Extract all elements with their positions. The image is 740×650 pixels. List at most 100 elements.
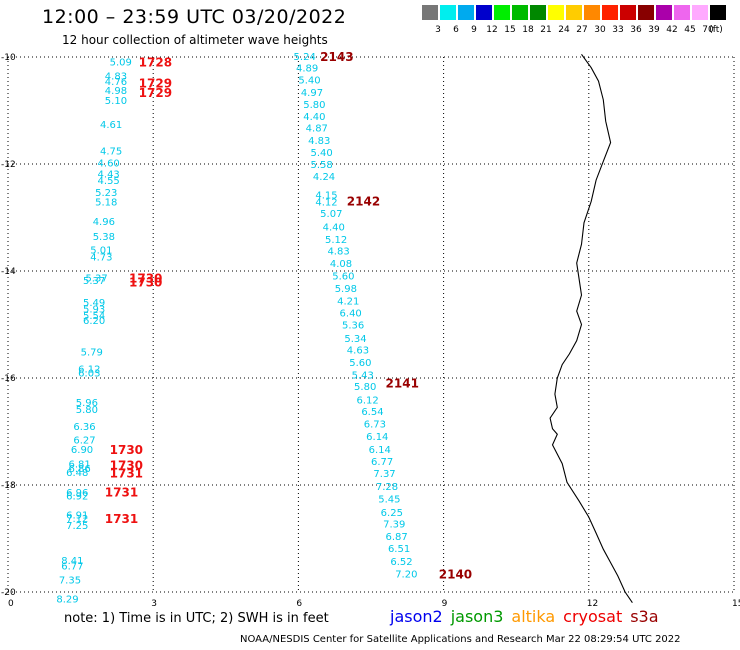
swh-value: 5.80 xyxy=(354,382,376,393)
pass-time-label: 1731 xyxy=(110,467,143,481)
legend-label: 6 xyxy=(453,25,459,35)
swh-value: 4.60 xyxy=(98,158,120,169)
legend-label: 36 xyxy=(630,25,642,35)
swh-value: 4.43 xyxy=(98,170,120,181)
swh-value: 4.75 xyxy=(100,147,122,158)
swh-value: 5.40 xyxy=(311,148,333,159)
swh-value: 5.49 xyxy=(83,298,105,309)
legend-label: 39 xyxy=(648,25,660,35)
pass-time-label: 1728 xyxy=(139,55,172,69)
legend-swatch xyxy=(638,5,654,20)
lat-tick-label: -20 xyxy=(1,588,16,598)
swh-value: 6.12 xyxy=(78,364,100,375)
swh-value: 5.37 xyxy=(83,276,105,287)
swh-value: 6.14 xyxy=(369,445,391,456)
swh-value: 5.40 xyxy=(298,75,320,86)
swh-value: 5.43 xyxy=(352,370,374,381)
swh-value: 4.55 xyxy=(98,176,120,187)
pass-time-label: 2142 xyxy=(347,194,380,208)
pass-time-label: 1729 xyxy=(139,77,172,91)
lon-tick-label: 9 xyxy=(442,599,448,609)
lon-tick-label: 15 xyxy=(732,599,740,609)
swh-value: 5.24 xyxy=(294,52,316,63)
legend-label: 42 xyxy=(666,25,678,35)
swh-value: 6.51 xyxy=(388,544,410,555)
swh-value: 5.58 xyxy=(311,160,333,171)
swh-value: 4.15 xyxy=(315,190,337,201)
swh-value: 6.36 xyxy=(73,422,95,433)
legend-swatch xyxy=(656,5,672,20)
swh-value: 5.37 xyxy=(85,273,107,284)
legend-swatch xyxy=(584,5,600,20)
swh-value: 4.89 xyxy=(296,64,318,75)
swh-value: 6.52 xyxy=(390,557,412,568)
legend-swatch xyxy=(692,5,708,20)
legend-swatch xyxy=(548,5,564,20)
pass-time-label: 2140 xyxy=(439,567,472,581)
pass-time-label: 1730 xyxy=(129,271,162,285)
swh-value: 6.48 xyxy=(66,468,88,479)
swh-value: 6.96 xyxy=(66,488,88,499)
swh-value: 4.83 xyxy=(308,136,330,147)
swh-value: 4.73 xyxy=(90,253,112,264)
swh-value: 5.23 xyxy=(95,188,117,199)
swh-value: 5.96 xyxy=(76,398,98,409)
satellite-s3a: s3a xyxy=(630,607,659,626)
swh-value: 4.98 xyxy=(105,86,127,97)
swh-value: 6.20 xyxy=(83,316,105,327)
swh-value: 7.28 xyxy=(376,482,398,493)
swh-value: 7.37 xyxy=(373,469,395,480)
swh-value: 5.34 xyxy=(344,334,366,345)
swh-value: 6.91 xyxy=(66,510,88,521)
legend-label: 3 xyxy=(435,25,441,35)
swh-value: 5.60 xyxy=(332,271,354,282)
swh-value: 5.45 xyxy=(378,494,400,505)
swh-value: 5.79 xyxy=(81,347,103,358)
pass-time-label: 1731 xyxy=(105,512,138,526)
legend-label: 21 xyxy=(540,25,552,35)
swh-value: 6.90 xyxy=(71,445,93,456)
lat-tick-label: -14 xyxy=(1,267,16,277)
legend-swatch xyxy=(458,5,474,20)
swh-value: 4.12 xyxy=(315,197,337,208)
lon-tick-label: 12 xyxy=(587,599,598,609)
satellite-jason3: jason3 xyxy=(450,607,504,626)
swh-value: 6.12 xyxy=(356,395,378,406)
legend-swatch xyxy=(710,5,726,20)
swh-value: 4.24 xyxy=(313,172,335,183)
swh-value: 6.86 xyxy=(69,464,91,475)
swh-value: 5.09 xyxy=(110,57,132,68)
satellite-altika: altika xyxy=(511,607,556,626)
legend-swatch xyxy=(566,5,582,20)
lon-tick-label: 3 xyxy=(151,599,157,609)
swh-value: 7.39 xyxy=(383,520,405,531)
pass-time-label: 1730 xyxy=(110,443,143,457)
swh-value: 6.81 xyxy=(69,460,91,471)
legend-label: 30 xyxy=(594,25,606,35)
swh-value: 5.07 xyxy=(320,209,342,220)
lat-tick-label: -16 xyxy=(1,374,16,384)
legend-swatch xyxy=(440,5,456,20)
swh-value: 5.01 xyxy=(90,246,112,257)
swh-value: 5.54 xyxy=(83,311,105,322)
legend-swatch xyxy=(530,5,546,20)
swh-value: 6.40 xyxy=(340,309,362,320)
coastline xyxy=(549,53,633,604)
legend-label: 33 xyxy=(612,25,624,35)
swh-value: 7.25 xyxy=(66,521,88,532)
legend-label: 70 xyxy=(702,25,714,35)
swh-value: 6.14 xyxy=(366,432,388,443)
legend-swatch xyxy=(494,5,510,20)
swh-value: 4.83 xyxy=(327,247,349,258)
swh-value: 6.03 xyxy=(78,369,100,380)
swh-value: 5.80 xyxy=(76,405,98,416)
swh-value: 7.35 xyxy=(59,576,81,587)
legend-swatch xyxy=(422,5,438,20)
legend-label: 9 xyxy=(471,25,477,35)
pass-time-label: 1730 xyxy=(129,276,162,290)
credit-line: NOAA/NESDIS Center for Satellite Applica… xyxy=(240,634,681,645)
swh-value: 6.25 xyxy=(381,508,403,519)
swh-value: 6.92 xyxy=(66,492,88,503)
